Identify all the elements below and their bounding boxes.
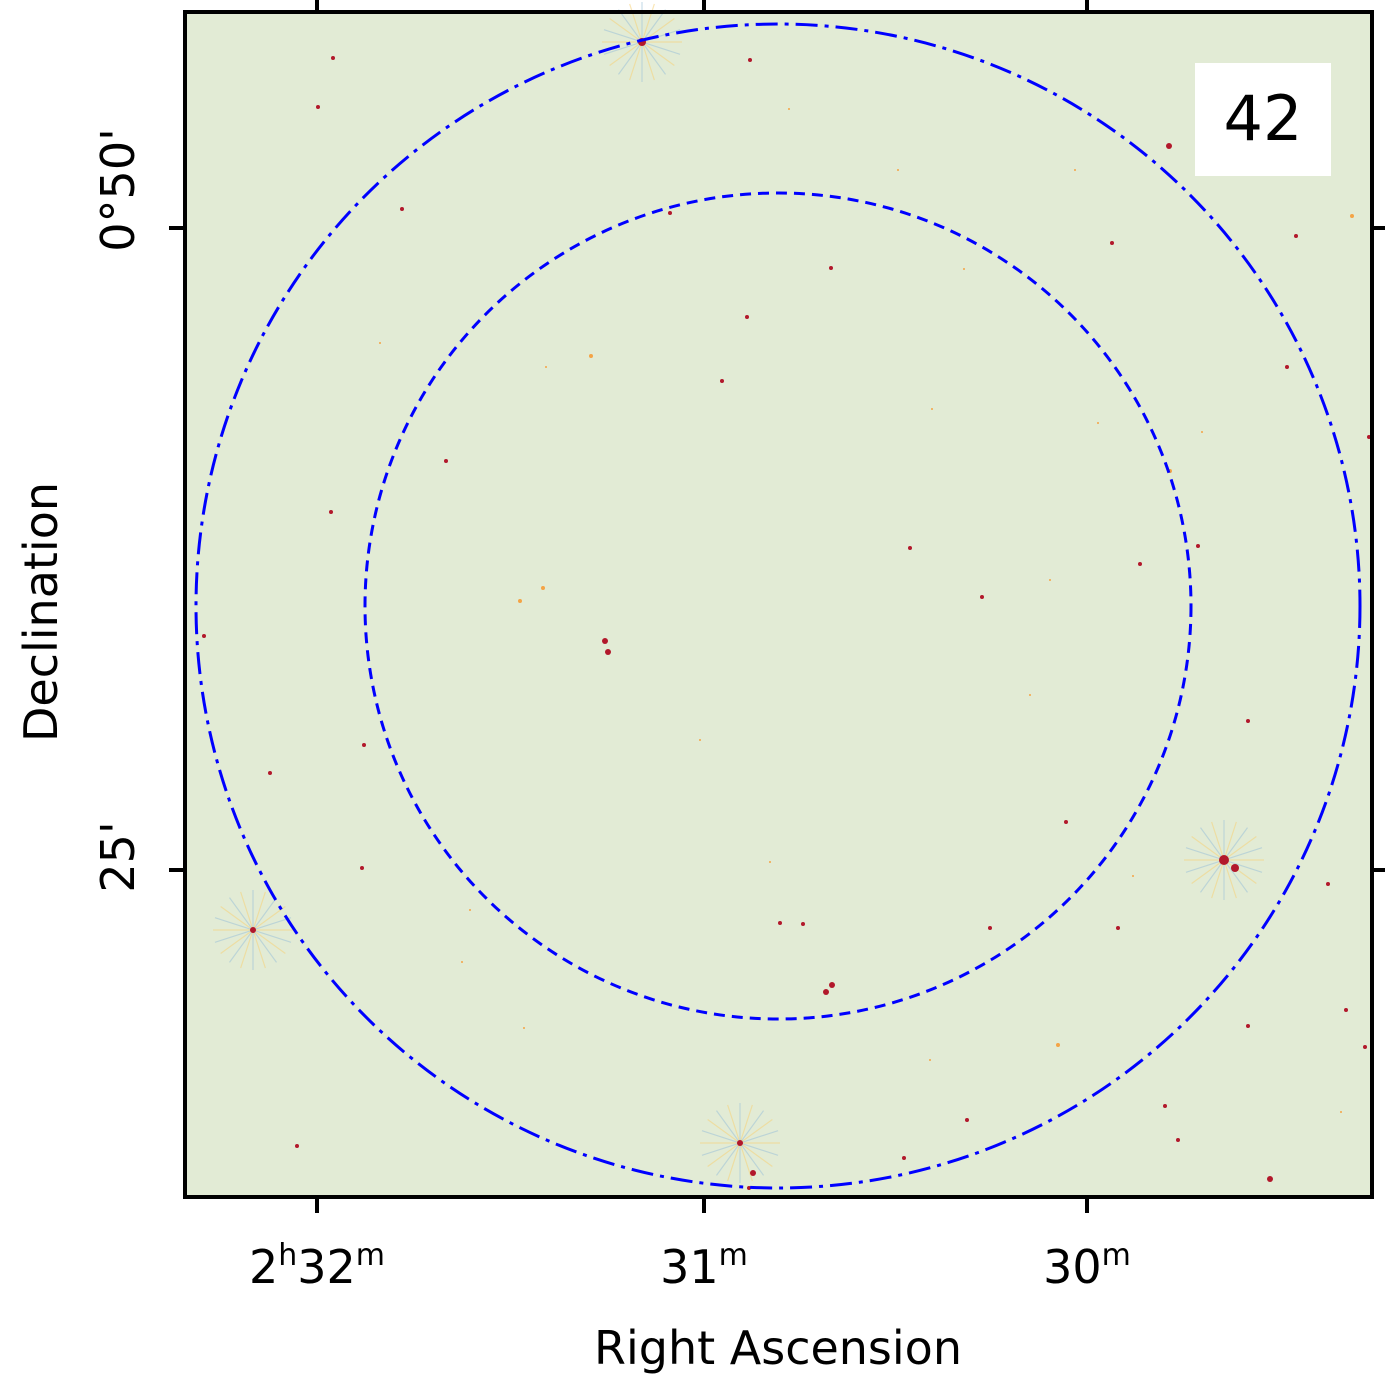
- radio-source: [1163, 1104, 1167, 1108]
- x-tick-label-3: 30m: [1043, 1238, 1131, 1294]
- radio-source: [1326, 882, 1330, 886]
- x-axis-title: Right Ascension: [594, 1321, 962, 1375]
- radio-source: [331, 56, 335, 60]
- faint-source: [699, 739, 701, 741]
- radio-source: [444, 459, 448, 463]
- inner-ring: [363, 191, 1193, 1021]
- radio-source: [748, 58, 752, 62]
- radio-source: [778, 921, 782, 925]
- faint-source: [1097, 422, 1099, 424]
- radio-source: [829, 266, 833, 270]
- faint-source: [931, 408, 933, 410]
- radio-source: [1110, 241, 1114, 245]
- radio-source: [1116, 926, 1120, 930]
- radio-source: [1246, 1024, 1250, 1028]
- y-axis-title: Declination: [14, 482, 68, 742]
- y-axis-ticks: [169, 226, 1385, 872]
- radio-source: [268, 771, 272, 775]
- radio-source: [1196, 544, 1200, 548]
- radio-source: [829, 982, 835, 988]
- x-axis-ticks: [315, 0, 1089, 1213]
- faint-source: [1056, 1043, 1060, 1047]
- x-tick-label-3-minutes: 30: [1043, 1240, 1102, 1294]
- radio-source: [1285, 365, 1289, 369]
- panel-label-text: 42: [1224, 82, 1303, 155]
- x-tick-label-2-minutes: 31: [660, 1240, 719, 1294]
- radio-source: [1231, 864, 1239, 872]
- radio-source: [1267, 1176, 1273, 1182]
- radio-source: [980, 595, 984, 599]
- radio-source: [720, 379, 724, 383]
- radio-source: [908, 546, 912, 550]
- image-background: [185, 12, 1372, 1197]
- faint-source: [1029, 694, 1031, 696]
- faint-source: [461, 961, 463, 963]
- y-tick-label-2: 25': [91, 821, 145, 892]
- radio-source: [250, 927, 256, 933]
- radio-source: [295, 1144, 299, 1148]
- radio-source: [1246, 719, 1250, 723]
- radio-source: [316, 105, 320, 109]
- faint-source: [518, 599, 522, 603]
- radio-source: [902, 1156, 906, 1160]
- faint-source: [545, 366, 547, 368]
- faint-source: [897, 169, 899, 171]
- radio-source: [737, 1140, 743, 1146]
- radio-source: [747, 1186, 751, 1190]
- x-tick-label-1-hours: 2: [249, 1240, 278, 1294]
- x-tick-label-2-minutes-unit: m: [719, 1238, 748, 1273]
- radio-source: [602, 638, 608, 644]
- plot-frame: [183, 10, 1374, 1199]
- radio-source: [1219, 855, 1229, 865]
- faint-source: [589, 354, 593, 358]
- faint-source: [1340, 1111, 1342, 1113]
- panel-label: 42: [1195, 63, 1331, 176]
- x-tick-label-1-minutes-unit: m: [356, 1238, 385, 1273]
- radio-source: [1166, 143, 1172, 149]
- radio-source: [965, 1118, 969, 1122]
- x-tick-labels: 2h32m 31m 30m: [249, 1238, 1131, 1294]
- radio-source: [750, 1170, 756, 1176]
- radio-source: [668, 211, 672, 215]
- faint-source: [541, 586, 545, 590]
- radio-source: [1064, 820, 1068, 824]
- radio-source: [329, 510, 333, 514]
- radio-source: [605, 649, 611, 655]
- radio-source: [988, 926, 992, 930]
- radio-source: [1176, 1138, 1180, 1142]
- x-tick-label-1-hours-unit: h: [278, 1238, 297, 1273]
- radio-source: [823, 989, 829, 995]
- radio-source: [1138, 562, 1142, 566]
- x-tick-label-1-minutes: 32: [297, 1240, 356, 1294]
- x-tick-label-2: 31m: [660, 1238, 748, 1294]
- x-tick-label-1: 2h32m: [249, 1238, 385, 1294]
- radio-source: [362, 743, 366, 747]
- outer-ring: [194, 22, 1362, 1190]
- panel-label-box: [1195, 63, 1331, 176]
- radio-source: [801, 922, 805, 926]
- y-tick-label-1: 0°50': [91, 128, 145, 251]
- radio-source: [1344, 1008, 1348, 1012]
- faint-source: [1074, 169, 1076, 171]
- x-tick-label-3-minutes-unit: m: [1102, 1238, 1131, 1273]
- radio-source: [745, 315, 749, 319]
- faint-source: [963, 268, 965, 270]
- faint-source: [769, 861, 771, 863]
- faint-source: [788, 108, 790, 110]
- faint-source: [1350, 214, 1354, 218]
- radio-source: [202, 634, 206, 638]
- faint-source: [379, 342, 381, 344]
- radio-source: [1294, 234, 1298, 238]
- radio-source: [1363, 1045, 1367, 1049]
- faint-source: [1201, 431, 1203, 433]
- faint-source: [523, 1027, 525, 1029]
- radio-source: [360, 866, 364, 870]
- faint-source: [1049, 579, 1051, 581]
- radio-source: [400, 207, 404, 211]
- faint-source: [1132, 875, 1134, 877]
- faint-source: [469, 909, 471, 911]
- faint-source: [929, 1059, 931, 1061]
- y-tick-labels: 0°50' 25': [91, 128, 145, 892]
